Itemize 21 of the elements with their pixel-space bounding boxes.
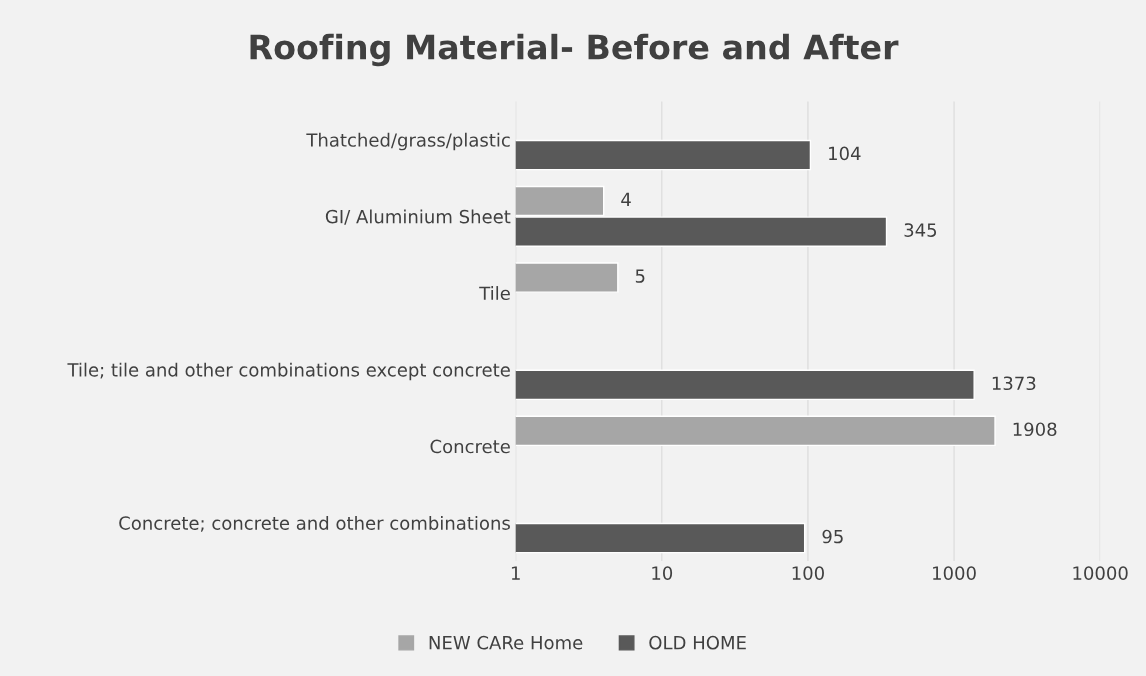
y-tick-label: Concrete <box>430 439 510 454</box>
y-tick-label: Tile; tile and other combinations except concrete <box>67 362 510 381</box>
y-tick-label: GI/ Aluminium Sheet <box>325 209 511 225</box>
data-label: 104 <box>829 146 861 161</box>
x-tick-label: 10 <box>652 566 673 580</box>
data-label: 5 <box>635 269 645 283</box>
data-label: 4 <box>621 192 631 206</box>
y-tick-label: Concrete; concrete and other combinations <box>119 515 510 532</box>
data-label: 1908 <box>1013 422 1057 437</box>
y-tick-label: Tile <box>479 286 510 301</box>
chart-title: Roofing Material- Before and After <box>250 33 899 67</box>
x-tick-label: 100 <box>792 566 824 580</box>
data-label: 95 <box>822 529 843 544</box>
x-tick-label: 10000 <box>1073 566 1128 580</box>
legend-label: NEW CARe Home <box>429 635 583 650</box>
legend-label: OLD HOME <box>649 635 746 650</box>
y-tick-label: Thatched/grass/plastic <box>306 132 510 151</box>
data-label: 345 <box>904 223 937 237</box>
x-tick-label: 1 <box>511 566 520 580</box>
data-label: 1373 <box>992 376 1036 391</box>
x-tick-label: 1000 <box>933 566 976 580</box>
